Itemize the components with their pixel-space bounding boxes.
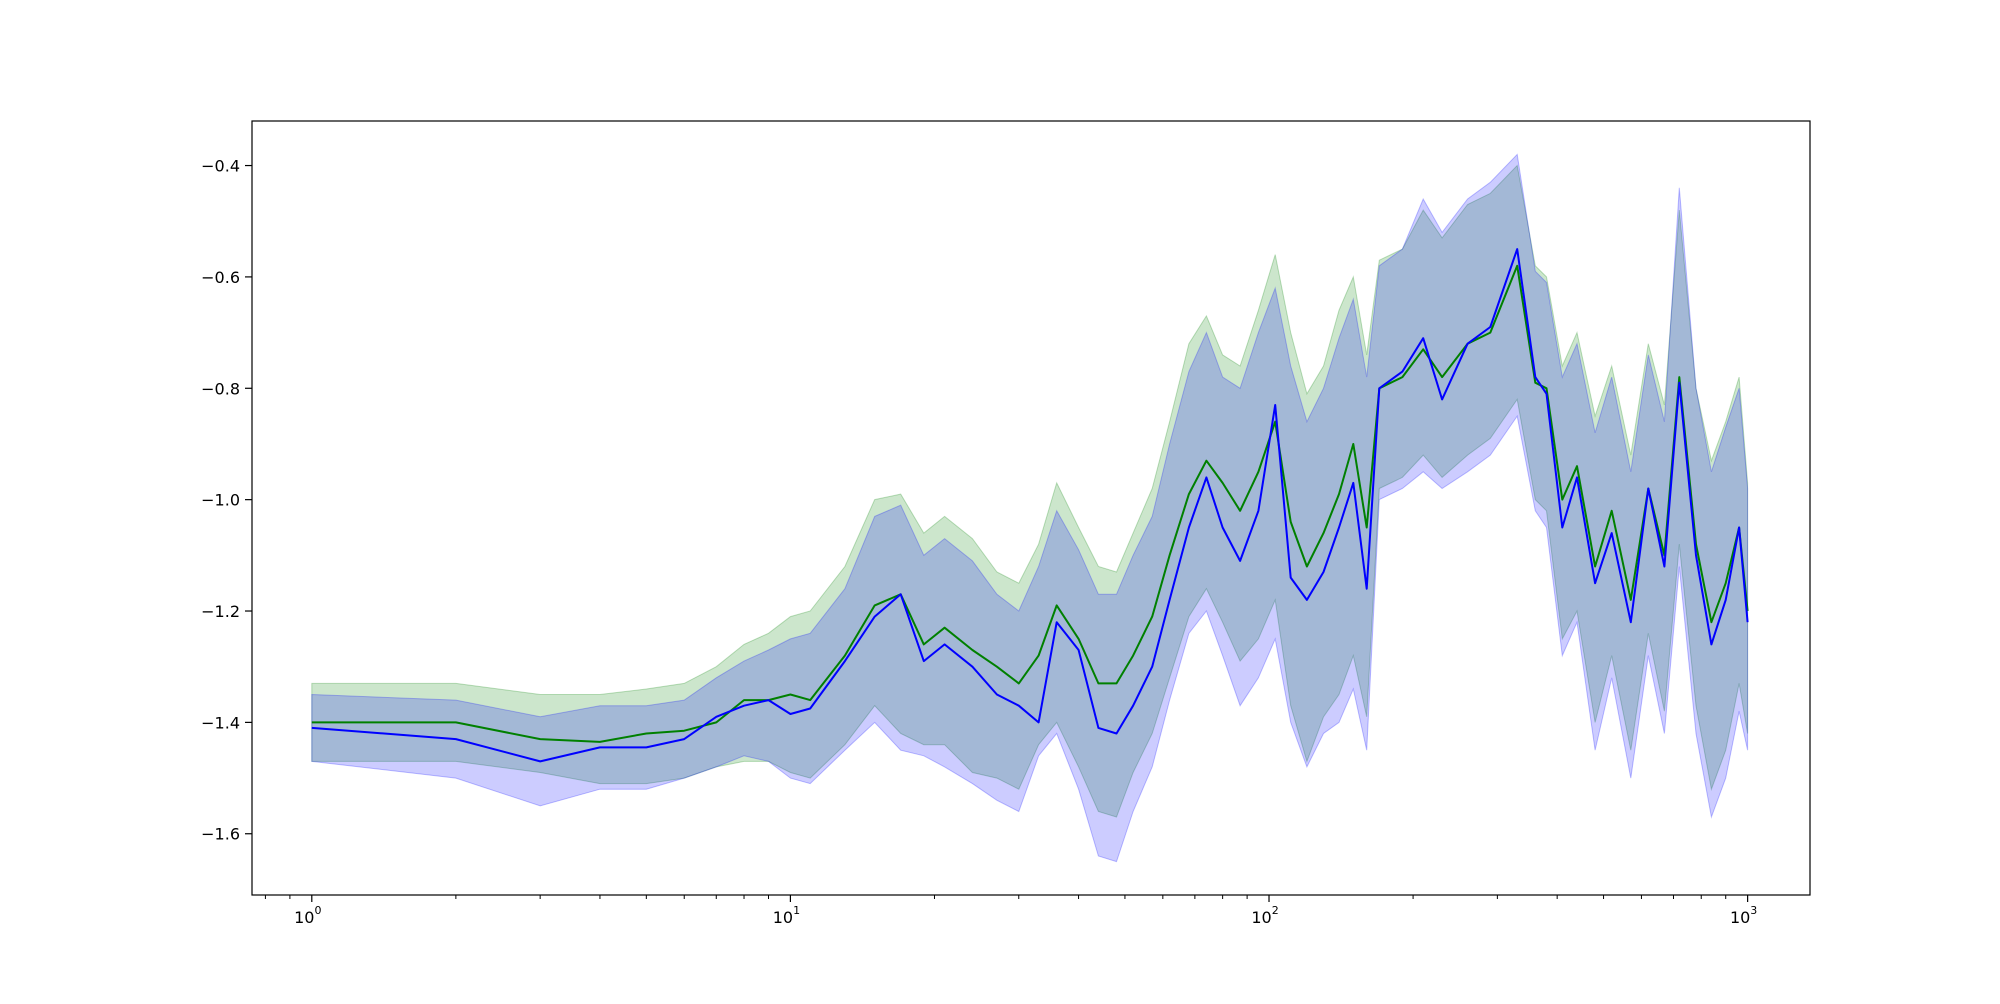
series-0-line: [311, 264, 1749, 743]
plot-frame: [251, 120, 1811, 896]
x-axis: 100 101 102 103: [264, 895, 1757, 927]
y-axis: −0.4 −0.6 −0.8 −1.0 −1.2 −1.4 −1.6: [201, 157, 252, 844]
y-tick-label: −1.4: [201, 713, 240, 732]
y-tick-label: −0.6: [201, 268, 240, 287]
bands-layer: [311, 153, 1749, 863]
y-tick-label: −0.8: [201, 379, 240, 398]
series-1-band: [311, 153, 1749, 863]
lines-layer: [311, 248, 1749, 763]
y-tick-label: −1.6: [201, 825, 240, 844]
series-1-line: [311, 248, 1749, 763]
series-0-band: [311, 164, 1749, 818]
y-tick-label: −1.2: [201, 602, 240, 621]
y-tick-label: −0.4: [201, 157, 240, 176]
y-tick-label: −1.0: [201, 491, 240, 510]
